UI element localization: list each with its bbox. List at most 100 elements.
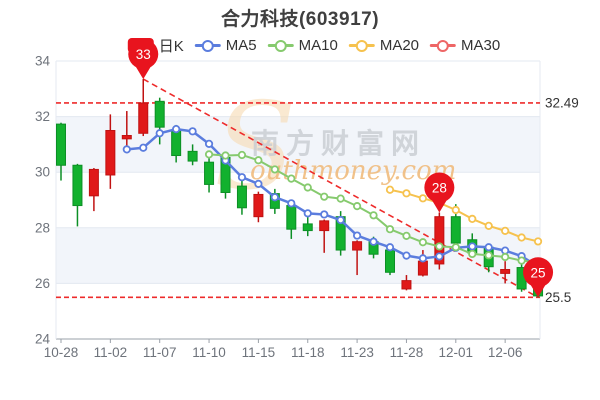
x-axis-label: 11-07: [143, 345, 177, 360]
legend-label-ma5: MA5: [225, 37, 257, 54]
ma5-point: [254, 179, 263, 188]
ma5-point: [336, 215, 345, 225]
legend-label-kline: 日K: [158, 38, 184, 55]
ma10-point: [287, 174, 296, 183]
ma5-point: [369, 237, 378, 246]
ma10-point: [303, 183, 312, 192]
candle-body: [302, 223, 313, 232]
ma5-point: [484, 243, 493, 252]
x-axis-label: 11-23: [340, 345, 374, 360]
candle-body: [56, 123, 66, 166]
candle-body: [319, 220, 330, 232]
ma10-point: [468, 249, 477, 259]
ma10-point: [451, 243, 460, 252]
ma10-point: [221, 151, 230, 160]
marker-pin-28: 28: [424, 172, 455, 213]
candle-8[interactable]: [187, 144, 198, 166]
x-axis-label: 11-10: [192, 345, 226, 360]
y-axis-label: 30: [35, 165, 50, 180]
watermark-logo: S: [214, 78, 296, 217]
candle-0[interactable]: [56, 122, 66, 181]
candle-body: [187, 150, 198, 162]
ma20-legend-icon: [348, 44, 375, 47]
marker-pin-label: 25: [531, 265, 546, 280]
ma30-legend-icon: [430, 44, 457, 47]
ma5-point: [303, 209, 312, 218]
candle-3[interactable]: [105, 114, 116, 189]
ma10-point: [402, 231, 411, 240]
candle-body: [171, 130, 182, 157]
candle-body: [500, 269, 511, 274]
candle-2[interactable]: [88, 168, 99, 212]
x-axis-label: 11-28: [390, 345, 424, 360]
candle-body: [385, 249, 395, 273]
candle-body: [154, 100, 165, 128]
candle-9[interactable]: [204, 158, 215, 193]
legend-item-ma30[interactable]: MA30: [430, 37, 500, 54]
candle-23[interactable]: [434, 212, 445, 270]
legend-label-ma20: MA20: [379, 37, 420, 54]
candle-15[interactable]: [302, 216, 313, 237]
trend-line: [142, 78, 539, 299]
candle-body: [401, 280, 412, 290]
y-axis-label: 34: [35, 54, 51, 69]
candle-27[interactable]: [500, 261, 511, 284]
ma10-point: [254, 156, 263, 165]
ma10-point: [237, 150, 247, 160]
ma20-point: [501, 226, 510, 235]
ma10-point: [501, 252, 510, 262]
ma10-legend-icon: [267, 44, 294, 47]
ma5-point: [385, 243, 395, 252]
legend-item-ma5[interactable]: MA5: [194, 37, 257, 54]
y-axis-label: 24: [35, 332, 51, 347]
marker-pin-label: 33: [136, 47, 151, 62]
ma5-point: [402, 251, 411, 260]
ma5-point: [204, 139, 214, 148]
watermark-cn: 南方财富网: [251, 127, 426, 159]
ma5-series[interactable]: [122, 125, 543, 271]
candle-body: [72, 164, 83, 207]
candle-12[interactable]: [253, 191, 264, 223]
marker-pin-33: 33: [128, 39, 159, 80]
ma10-series[interactable]: [204, 150, 543, 267]
ma20-point: [418, 194, 427, 203]
ma20-point: [533, 237, 543, 246]
y-axis-label: 26: [35, 276, 50, 291]
candle-body: [105, 130, 116, 176]
ma10-point: [320, 192, 329, 201]
candle-1[interactable]: [72, 163, 83, 227]
legend-item-ma20[interactable]: MA20: [348, 37, 420, 54]
ma10-point: [418, 238, 427, 247]
candle-21[interactable]: [401, 275, 412, 291]
candle-5[interactable]: [138, 79, 149, 137]
candle-11[interactable]: [236, 179, 247, 215]
ma20-point: [451, 205, 460, 215]
legend-item-ma10[interactable]: MA10: [267, 37, 338, 54]
ma5-point: [501, 246, 510, 255]
candle-20[interactable]: [385, 247, 395, 276]
ma10-point: [484, 251, 493, 260]
plot-band: [56, 227, 540, 284]
candle-body: [417, 260, 428, 276]
watermark-en: outhmoney.com: [250, 156, 456, 186]
candle-16[interactable]: [319, 219, 330, 253]
ma5-point: [320, 210, 329, 219]
reference-line-label: 25.5: [545, 290, 571, 305]
ma10-point: [336, 194, 345, 203]
ma20-point: [517, 233, 526, 242]
candle-body: [121, 135, 132, 140]
ma10-point: [352, 202, 362, 211]
ma5-point: [155, 129, 164, 138]
x-axis-label: 12-06: [488, 345, 523, 360]
x-axis-label: 10-28: [44, 345, 79, 360]
marker-pin-label: 28: [432, 181, 447, 196]
candle-18[interactable]: [352, 240, 363, 276]
ma10-point: [385, 225, 395, 234]
ma20-point: [484, 221, 493, 230]
ma5-point: [468, 242, 477, 251]
y-axis-label: 32: [35, 109, 50, 124]
x-axis-label: 11-15: [242, 345, 276, 360]
reference-line-label: 32.49: [545, 95, 579, 110]
